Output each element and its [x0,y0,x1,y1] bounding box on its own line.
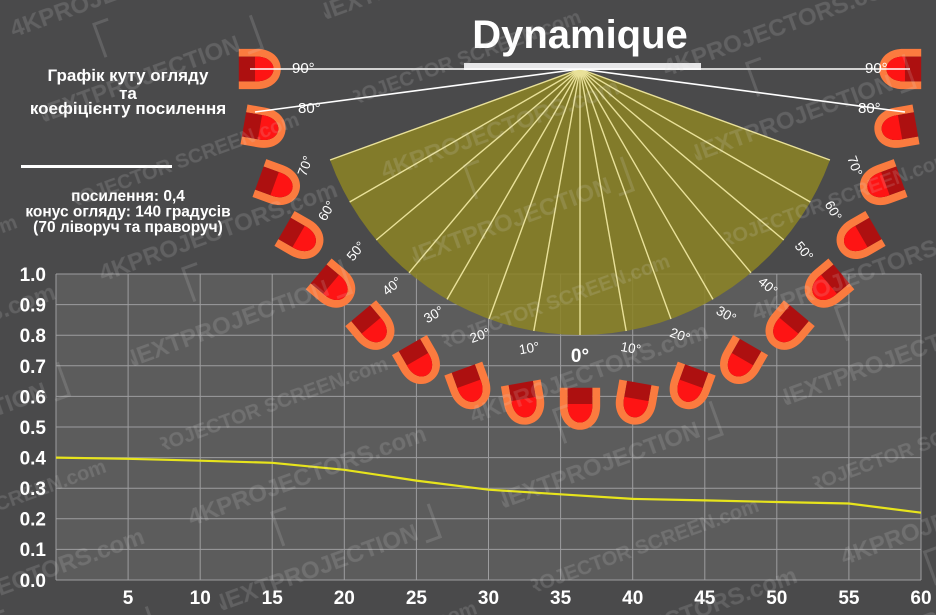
svg-text:0.6: 0.6 [20,388,46,409]
svg-text:0.3: 0.3 [20,479,46,500]
svg-text:конус огляду: 140 градусів: конус огляду: 140 градусів [25,204,230,221]
svg-text:50: 50 [766,588,787,609]
svg-text:Графік куту огляду: Графік куту огляду [48,66,210,85]
svg-text:60°: 60° [822,198,845,223]
svg-text:коефіцієнту посилення: коефіцієнту посилення [30,99,226,118]
svg-text:55: 55 [838,588,860,609]
svg-text:20: 20 [334,588,355,609]
svg-text:0.9: 0.9 [20,296,46,317]
svg-text:0.5: 0.5 [20,418,47,439]
svg-text:70°: 70° [844,154,865,178]
svg-text:35: 35 [550,588,572,609]
svg-text:0.4: 0.4 [20,449,47,470]
svg-text:5: 5 [123,588,134,609]
svg-text:0.7: 0.7 [20,357,46,378]
svg-text:(70 ліворуч та праворуч): (70 ліворуч та праворуч) [33,219,223,236]
svg-text:80°: 80° [858,100,881,117]
svg-text:45: 45 [694,588,716,609]
svg-text:15: 15 [262,588,284,609]
svg-text:30: 30 [478,588,499,609]
svg-text:50°: 50° [344,239,369,264]
svg-text:0.8: 0.8 [20,326,46,347]
svg-text:60°: 60° [315,198,338,223]
svg-text:0°: 0° [571,346,589,367]
svg-text:50°: 50° [792,239,817,264]
svg-text:посилення: 0,4: посилення: 0,4 [71,188,185,205]
svg-text:0.0: 0.0 [20,571,46,592]
svg-text:40: 40 [622,588,643,609]
svg-text:90°: 90° [292,60,315,77]
svg-text:Dynamique: Dynamique [472,13,688,57]
svg-text:60: 60 [910,588,931,609]
svg-text:0.1: 0.1 [20,540,47,561]
svg-text:90°: 90° [865,60,888,77]
svg-text:80°: 80° [298,100,321,117]
svg-text:25: 25 [406,588,428,609]
svg-text:70°: 70° [295,154,316,178]
svg-text:0.2: 0.2 [20,510,46,531]
svg-text:10: 10 [190,588,211,609]
svg-text:1.0: 1.0 [20,265,46,286]
